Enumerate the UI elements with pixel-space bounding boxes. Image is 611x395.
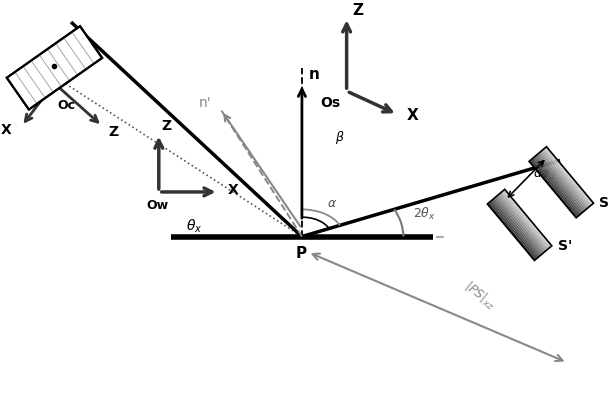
Polygon shape (493, 198, 542, 256)
Text: $\alpha$: $\alpha$ (327, 197, 337, 210)
Polygon shape (490, 200, 539, 258)
Polygon shape (503, 189, 552, 247)
Polygon shape (502, 190, 551, 248)
Text: $\theta_x$: $\theta_x$ (186, 218, 202, 235)
Text: Z: Z (162, 119, 172, 133)
Text: S': S' (558, 239, 572, 253)
Text: X: X (406, 108, 418, 123)
Text: X: X (227, 183, 238, 197)
Text: $|PS|_{xz}$: $|PS|_{xz}$ (461, 277, 500, 312)
Text: P: P (296, 246, 307, 261)
Polygon shape (535, 155, 584, 213)
Text: Z: Z (108, 125, 119, 139)
Polygon shape (500, 192, 549, 250)
Polygon shape (530, 159, 579, 216)
Text: Os: Os (320, 96, 340, 110)
Polygon shape (544, 148, 592, 205)
Text: $2\theta_x$: $2\theta_x$ (414, 206, 436, 222)
Text: X: X (1, 123, 12, 137)
Text: $\beta$: $\beta$ (335, 129, 344, 146)
Polygon shape (488, 203, 536, 260)
Text: S: S (599, 196, 610, 210)
Text: Oc: Oc (57, 99, 75, 111)
Polygon shape (497, 194, 546, 252)
Polygon shape (541, 150, 589, 208)
Polygon shape (538, 153, 587, 211)
Polygon shape (496, 196, 544, 253)
Polygon shape (532, 158, 580, 215)
Polygon shape (7, 26, 102, 109)
Text: n: n (309, 68, 320, 83)
Polygon shape (536, 154, 585, 212)
Polygon shape (542, 149, 591, 207)
Polygon shape (540, 152, 588, 209)
Polygon shape (529, 160, 577, 218)
Polygon shape (533, 156, 582, 214)
Polygon shape (499, 193, 547, 251)
Polygon shape (492, 199, 540, 257)
Text: Ow: Ow (147, 199, 169, 213)
Text: n': n' (199, 96, 211, 110)
Text: $d\varphi_x$: $d\varphi_x$ (533, 165, 557, 182)
Polygon shape (489, 201, 537, 259)
Polygon shape (545, 147, 593, 204)
Polygon shape (494, 197, 543, 254)
Text: Z: Z (353, 4, 364, 19)
